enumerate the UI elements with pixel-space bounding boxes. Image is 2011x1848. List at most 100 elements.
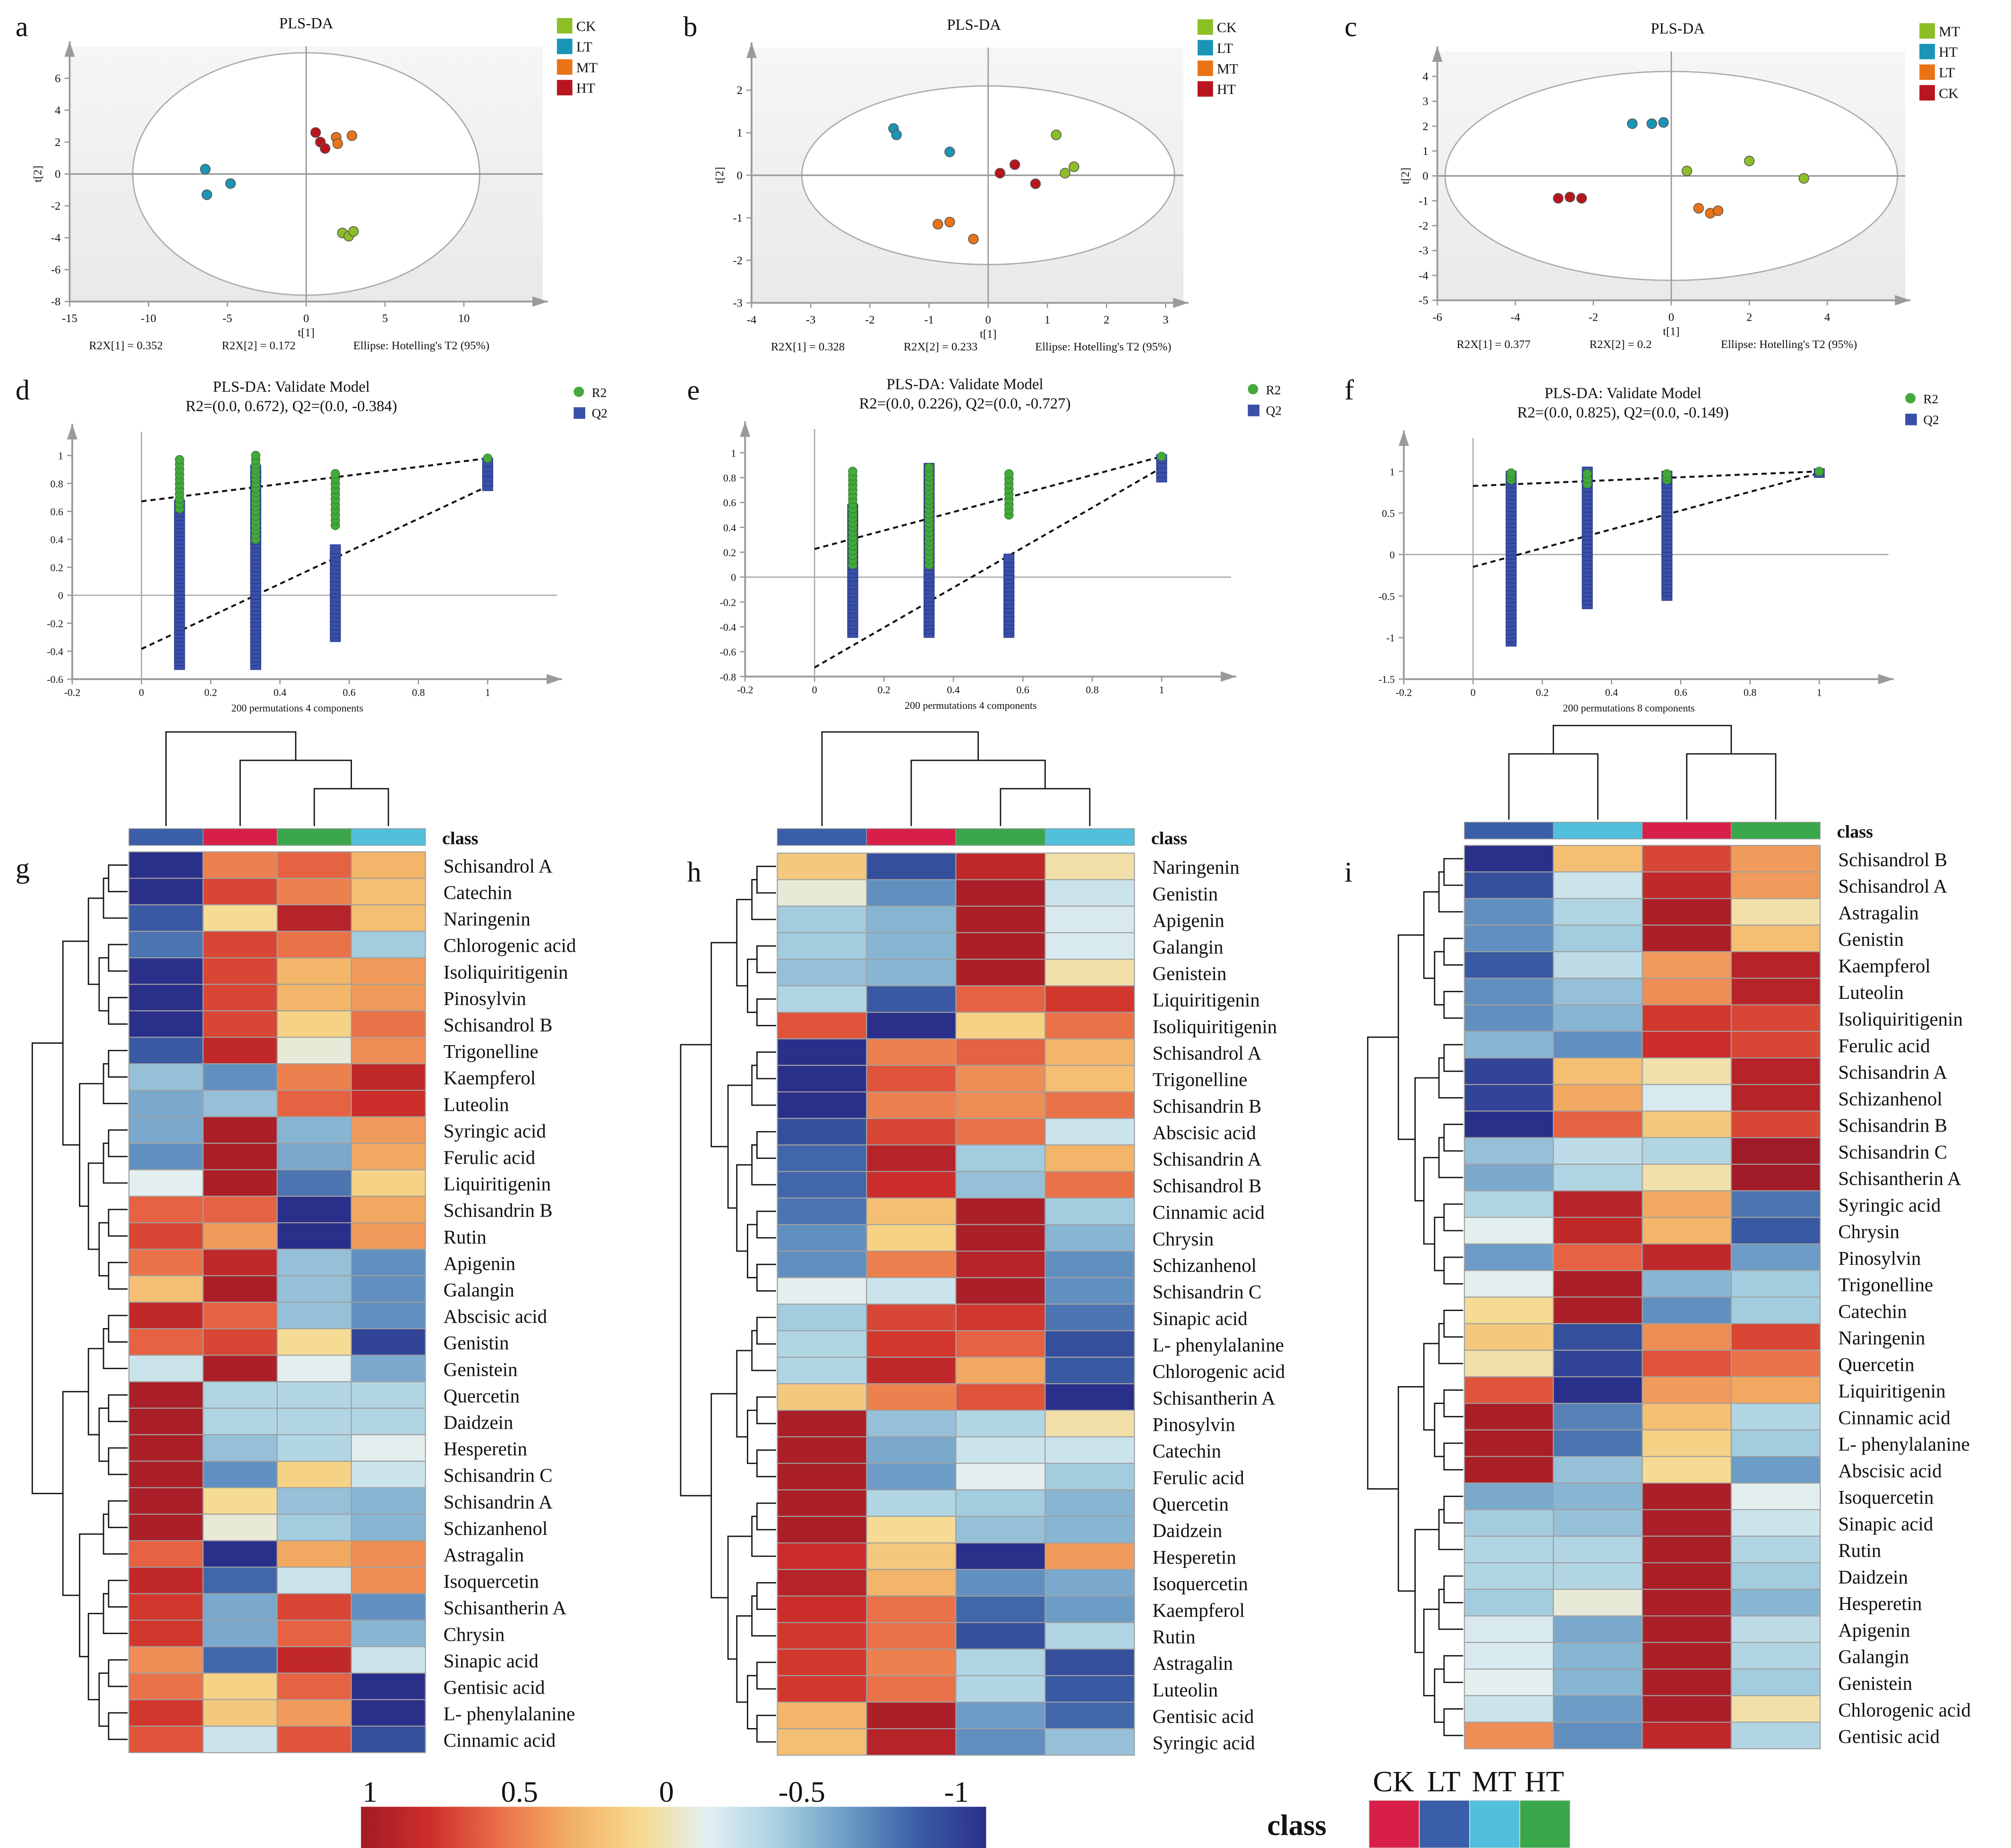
r2-regression-line	[814, 455, 1162, 550]
colorbar-tick-label: -1	[944, 1775, 969, 1808]
row-label: Isoliquiritigenin	[1153, 1016, 1277, 1037]
heatmap-cell	[1463, 1615, 1554, 1643]
r2-point	[1662, 469, 1672, 479]
y-tick-label: 0	[55, 168, 60, 181]
heatmap-cell	[1463, 951, 1554, 979]
row-dendrogram-branch	[727, 1084, 752, 1209]
y-tick-label: -1	[1386, 632, 1395, 644]
heatmap-cell	[202, 1514, 278, 1541]
heatmap-cell	[866, 1383, 957, 1411]
heatmap-cell	[128, 1434, 204, 1462]
heatmap-cell	[202, 877, 278, 905]
plot-subtitle: R2=(0.0, 0.672), Q2=(0.0, -0.384)	[186, 398, 397, 415]
heatmap-cell	[1553, 1030, 1643, 1059]
heatmap-cell	[351, 1010, 426, 1038]
row-dendrogram-branch	[103, 877, 128, 919]
row-dendrogram-branch	[79, 1533, 104, 1658]
row-label: Schisandrol B	[1153, 1175, 1262, 1196]
r2-point	[924, 463, 934, 473]
row-label: Schisandrol B	[444, 1014, 553, 1036]
heatmap-cell	[202, 1593, 278, 1621]
heatmap-cell	[276, 1540, 352, 1568]
row-label: Quercetin	[1838, 1354, 1914, 1375]
heatmap-cell	[1730, 1429, 1821, 1457]
heatmap-cell	[351, 1195, 426, 1224]
heatmap-cell	[1463, 1270, 1554, 1298]
legend-label: HT	[1939, 44, 1958, 60]
x-tick-label: 0	[812, 684, 817, 696]
heatmap-cell	[777, 1383, 867, 1411]
heatmap-cell	[202, 1249, 278, 1277]
heatmap-cell	[276, 1381, 352, 1409]
row-label: Trigonelline	[444, 1041, 539, 1062]
row-label: Chlorogenic acid	[1153, 1361, 1285, 1382]
heatmap-cell	[351, 1354, 426, 1382]
row-label: Liquiritigenin	[1838, 1380, 1945, 1402]
y-tick-label: 6	[55, 72, 60, 85]
heatmap-cell	[128, 1407, 204, 1435]
row-dendrogram-branch	[1443, 1044, 1463, 1072]
heatmap-cell	[1642, 924, 1732, 953]
heatmap-cell	[1463, 1535, 1554, 1564]
heatmap-cell	[866, 1463, 957, 1490]
heatmap-cell	[1463, 1296, 1554, 1324]
y-tick-label: -0.2	[47, 618, 63, 630]
row-dendrogram-branch	[108, 1580, 128, 1608]
heatmap-cell	[955, 1569, 1046, 1597]
row-dendrogram-branch	[87, 1613, 104, 1701]
row-dendrogram-branch	[1438, 871, 1463, 913]
heatmap-cell	[1463, 1509, 1554, 1537]
heatmap-cell	[351, 1725, 426, 1754]
column-dendrogram-branch	[1686, 753, 1777, 820]
heatmap-cell	[1463, 1456, 1554, 1484]
r2-point	[848, 467, 857, 477]
panel-letter: f	[1344, 375, 1354, 406]
legend-label: HT	[1217, 82, 1236, 97]
heatmap-cell	[777, 1171, 867, 1199]
panel-letter: e	[687, 375, 700, 406]
row-label: Luteolin	[1153, 1679, 1218, 1701]
heatmap-cell	[955, 1303, 1046, 1331]
heatmap-cell	[955, 1091, 1046, 1119]
y-tick-label: -3	[1419, 245, 1428, 257]
heatmap-cell	[777, 1065, 867, 1093]
plot-title: PLS-DA	[947, 17, 1001, 34]
heatmap-cell	[1463, 1190, 1554, 1218]
heatmap-cell	[276, 930, 352, 959]
legend-label: MT	[576, 60, 598, 76]
heatmap-cell	[128, 1275, 204, 1303]
heatmap-cell	[1463, 1642, 1554, 1670]
column-dendrogram-branch	[313, 788, 389, 826]
row-dendrogram-branch	[108, 1394, 128, 1422]
heatmap-cell	[1553, 1695, 1643, 1723]
legend-swatch	[1198, 19, 1213, 35]
heatmap-2	[1367, 724, 1821, 1749]
row-dendrogram-branch	[108, 1447, 128, 1475]
heatmap-cell	[1730, 1562, 1821, 1590]
row-label: Ferulic acid	[444, 1147, 535, 1168]
heatmap-cell	[1730, 1349, 1821, 1378]
heatmap-cell	[1730, 871, 1821, 899]
legend-label: MT	[1939, 24, 1960, 39]
row-dendrogram-branch	[108, 1129, 128, 1158]
heatmap-cell	[276, 1195, 352, 1224]
heatmap-cell	[955, 1118, 1046, 1146]
y-tick-label: 2	[1422, 120, 1428, 133]
heatmap-cell	[202, 930, 278, 959]
row-dendrogram-branch	[751, 1330, 776, 1371]
row-dendrogram-branch	[1438, 1323, 1463, 1364]
legend-r2-icon	[1905, 393, 1916, 404]
y-tick-label: -0.6	[720, 647, 736, 658]
heatmap-cell	[1463, 1695, 1554, 1723]
row-label: Cinnamic acid	[444, 1730, 556, 1751]
footer-stat: R2X[1] = 0.377	[1457, 338, 1531, 351]
row-dendrogram-branch	[736, 1615, 752, 1703]
heatmap-cell	[866, 1277, 957, 1305]
row-dendrogram-branch	[108, 1712, 128, 1740]
heatmap-cell	[777, 1489, 867, 1517]
legend-label: CK	[576, 18, 596, 34]
heatmap-cell	[777, 1463, 867, 1490]
heatmap-cell	[1642, 1535, 1732, 1564]
heatmap-cell	[128, 1567, 204, 1594]
y-axis-arrow-icon	[740, 421, 751, 437]
